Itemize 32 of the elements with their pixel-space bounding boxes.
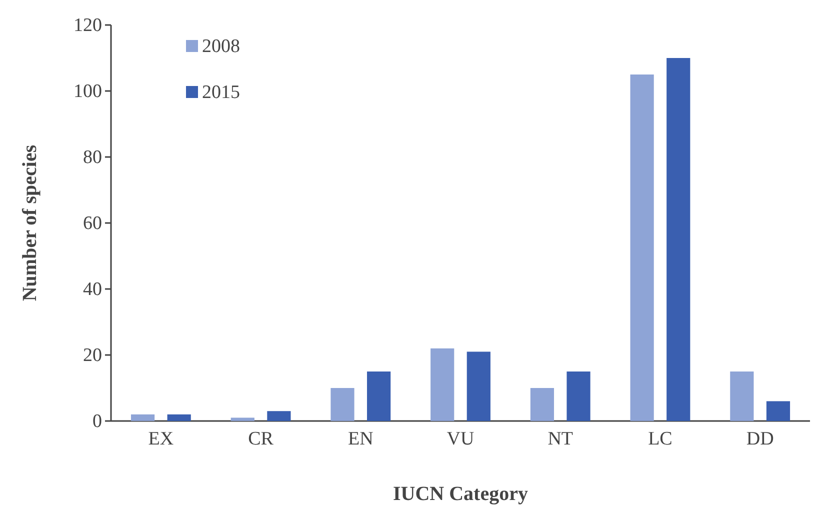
bar bbox=[366, 372, 391, 421]
bar bbox=[167, 414, 191, 421]
bar bbox=[730, 372, 754, 421]
bar bbox=[530, 388, 554, 421]
bar bbox=[230, 418, 254, 421]
bar bbox=[566, 372, 590, 421]
x-tick-label: EN bbox=[348, 428, 374, 450]
x-tick-label: DD bbox=[746, 428, 774, 450]
y-tick-label: 40 bbox=[83, 279, 102, 300]
y-tick-label: 0 bbox=[92, 411, 102, 432]
bar bbox=[330, 388, 354, 421]
y-tick-label: 60 bbox=[83, 213, 102, 234]
legend-label: 2008 bbox=[202, 36, 240, 57]
bar bbox=[466, 352, 490, 421]
bar bbox=[130, 414, 155, 421]
y-tick-label: 120 bbox=[74, 15, 102, 36]
bar bbox=[430, 348, 454, 421]
legend-label: 2015 bbox=[202, 82, 240, 103]
x-tick-label: VU bbox=[446, 428, 474, 450]
y-axis-title: Number of species bbox=[19, 144, 41, 302]
bar bbox=[766, 401, 790, 421]
bar bbox=[630, 74, 654, 421]
x-tick-label: EX bbox=[148, 428, 174, 450]
x-tick-label: CR bbox=[248, 428, 274, 450]
y-tick-label: 100 bbox=[74, 81, 102, 102]
x-tick-label: LC bbox=[648, 428, 672, 450]
x-tick-label: NT bbox=[548, 428, 574, 450]
bar bbox=[666, 58, 690, 421]
y-tick-label: 80 bbox=[83, 147, 102, 168]
x-axis-title: IUCN Category bbox=[393, 483, 528, 505]
y-tick-label: 20 bbox=[83, 345, 102, 366]
bar bbox=[267, 411, 291, 421]
